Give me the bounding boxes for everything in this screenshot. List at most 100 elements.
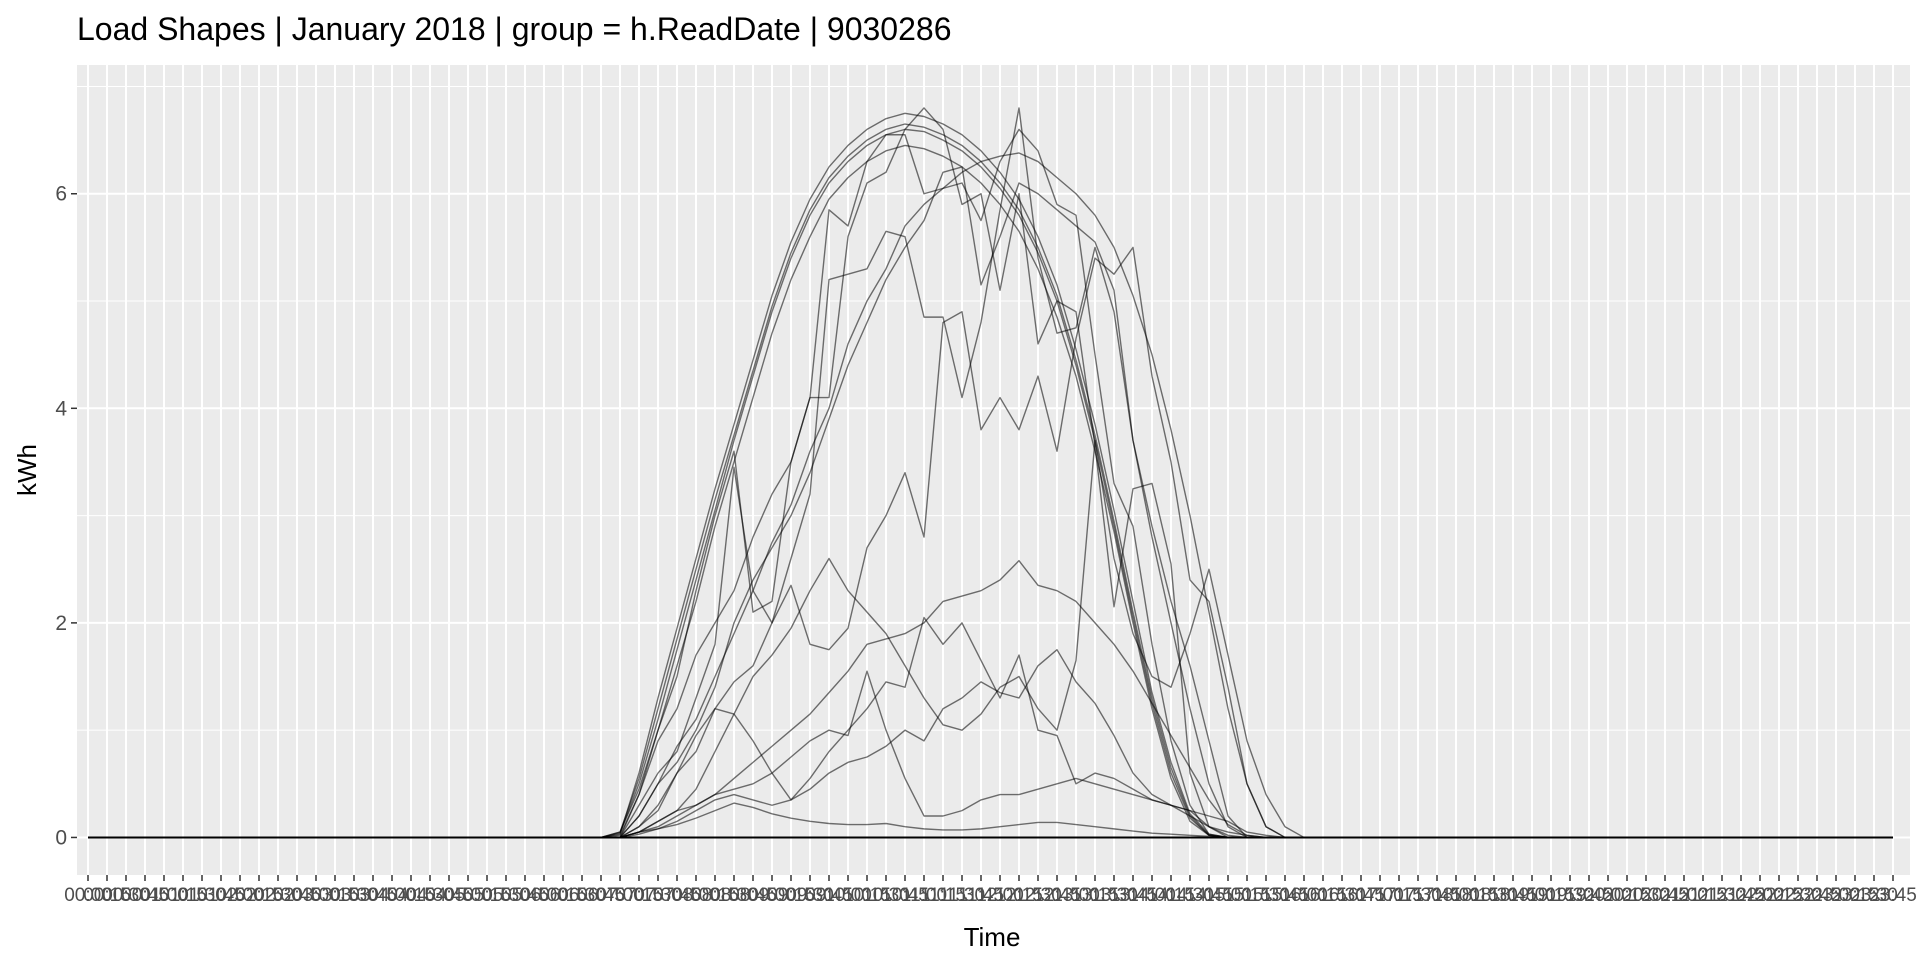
- x-tick-label: 18:00: [1432, 885, 1480, 906]
- plot-panel: [77, 65, 1910, 875]
- x-tick-label: 14:45: [1185, 885, 1233, 906]
- x-axis-title: Time: [964, 922, 1021, 952]
- x-tick-label: 11:15: [920, 885, 966, 906]
- x-tick-label: 06:30: [558, 885, 606, 906]
- x-tick-label: 14:00: [1128, 885, 1176, 906]
- x-tick-label: 08:30: [710, 885, 758, 906]
- y-tick-label: 2: [55, 612, 67, 635]
- x-tick-label: 07:15: [615, 885, 663, 906]
- x-tick-label: 20:15: [1603, 885, 1651, 906]
- x-tick-label: 08:15: [691, 885, 739, 906]
- x-tick-label: 12:15: [995, 885, 1043, 906]
- x-tick-label: 01:30: [178, 885, 226, 906]
- x-tick-label: 22:45: [1793, 885, 1841, 906]
- y-axis: 0 2 4 6: [55, 183, 77, 849]
- x-tick-label: 10:15: [843, 885, 891, 906]
- x-tick-label: 10:45: [881, 885, 929, 906]
- y-tick-label: 4: [55, 397, 67, 420]
- x-tick-label: 02:30: [254, 885, 302, 906]
- x-tick-label: 09:30: [786, 885, 834, 906]
- x-tick-label: 23:45: [1869, 885, 1917, 906]
- x-tick-label: 04:00: [368, 885, 416, 906]
- x-tick-label: 17:15: [1375, 885, 1423, 906]
- x-tick-label: 16:45: [1337, 885, 1385, 906]
- x-tick-label: 05:00: [444, 885, 492, 906]
- x-tick-label: 22:15: [1755, 885, 1803, 906]
- x-tick-label: 19:00: [1508, 885, 1556, 906]
- x-tick-label: 01:15: [159, 885, 207, 906]
- x-tick-label: 04:45: [425, 885, 473, 906]
- x-tick-label: 01:00: [140, 885, 188, 906]
- x-tick-label: 17:30: [1394, 885, 1442, 906]
- x-tick-label: 03:15: [311, 885, 359, 906]
- x-tick-label: 19:45: [1565, 885, 1613, 906]
- y-axis-title: kWh: [12, 444, 42, 496]
- x-tick-label: 00:15: [83, 885, 131, 906]
- x-tick-label: 08:00: [672, 885, 720, 906]
- x-tick-label: 15:00: [1204, 885, 1252, 906]
- x-tick-label: 06:15: [539, 885, 587, 906]
- x-tick-label: 11:00: [901, 885, 947, 906]
- x-tick-label: 03:45: [349, 885, 397, 906]
- x-tick-label: 16:30: [1318, 885, 1366, 906]
- x-tick-label: 18:15: [1451, 885, 1499, 906]
- x-tick-label: 00:00: [64, 885, 112, 906]
- x-tick-label: 20:45: [1641, 885, 1689, 906]
- x-tick-label: 17:00: [1356, 885, 1404, 906]
- x-tick-label: 23:30: [1850, 885, 1898, 906]
- x-tick-label: 20:30: [1622, 885, 1670, 906]
- x-tick-label: 07:30: [634, 885, 682, 906]
- x-tick-label: 18:30: [1470, 885, 1518, 906]
- x-tick-label: 23:00: [1812, 885, 1860, 906]
- x-tick-label: 11:45: [958, 885, 1004, 906]
- x-tick-label: 19:15: [1527, 885, 1575, 906]
- series-lines: [88, 107, 1893, 839]
- x-tick-label: 07:45: [653, 885, 701, 906]
- x-tick-label: 14:15: [1147, 885, 1195, 906]
- x-tick-label: 13:00: [1052, 885, 1100, 906]
- x-tick-label: 14:30: [1166, 885, 1214, 906]
- x-tick-label: 16:15: [1299, 885, 1347, 906]
- x-tick-label: 06:00: [520, 885, 568, 906]
- x-tick-label: 12:00: [976, 885, 1024, 906]
- x-tick-label: 05:45: [501, 885, 549, 906]
- x-tick-label: 02:00: [216, 885, 264, 906]
- x-tick-label: 21:00: [1660, 885, 1708, 906]
- x-tick-label: 17:45: [1413, 885, 1461, 906]
- x-tick-label: 02:45: [273, 885, 321, 906]
- x-tick-label: 15:15: [1223, 885, 1271, 906]
- x-tick-label: 22:30: [1774, 885, 1822, 906]
- x-tick-label: 08:45: [729, 885, 777, 906]
- x-tick-label: 04:15: [387, 885, 435, 906]
- x-tick-label: 10:00: [824, 885, 872, 906]
- x-tick-label: 21:15: [1679, 885, 1727, 906]
- x-tick-label: 22:00: [1736, 885, 1784, 906]
- x-tick-label: 09:45: [805, 885, 853, 906]
- x-tick-label: 05:30: [482, 885, 530, 906]
- x-tick-label: 16:00: [1280, 885, 1328, 906]
- x-tick-label: 02:15: [235, 885, 283, 906]
- x-tick-label: 20:00: [1584, 885, 1632, 906]
- x-tick-label: 00:45: [121, 885, 169, 906]
- x-tick-label: 05:15: [463, 885, 511, 906]
- x-tick-label: 10:30: [862, 885, 910, 906]
- x-tick-label: 18:45: [1489, 885, 1537, 906]
- x-tick-label: 00:30: [102, 885, 150, 906]
- x-tick-label: 13:15: [1071, 885, 1119, 906]
- x-tick-label: 01:45: [197, 885, 245, 906]
- x-tick-label: 23:15: [1831, 885, 1879, 906]
- x-tick-label: 03:00: [292, 885, 340, 906]
- chart-title: Load Shapes | January 2018 | group = h.R…: [77, 11, 951, 47]
- x-tick-label: 07:00: [596, 885, 644, 906]
- x-tick-label: 12:45: [1033, 885, 1081, 906]
- x-tick-label: 19:30: [1546, 885, 1594, 906]
- x-tick-label: 11:30: [939, 885, 985, 906]
- x-tick-label: 15:30: [1242, 885, 1290, 906]
- x-tick-label: 09:15: [767, 885, 815, 906]
- x-tick-label: 21:45: [1717, 885, 1765, 906]
- x-tick-label: 15:45: [1261, 885, 1309, 906]
- x-tick-label: 06:45: [577, 885, 625, 906]
- x-tick-label: 04:30: [406, 885, 454, 906]
- x-tick-label: 09:00: [748, 885, 796, 906]
